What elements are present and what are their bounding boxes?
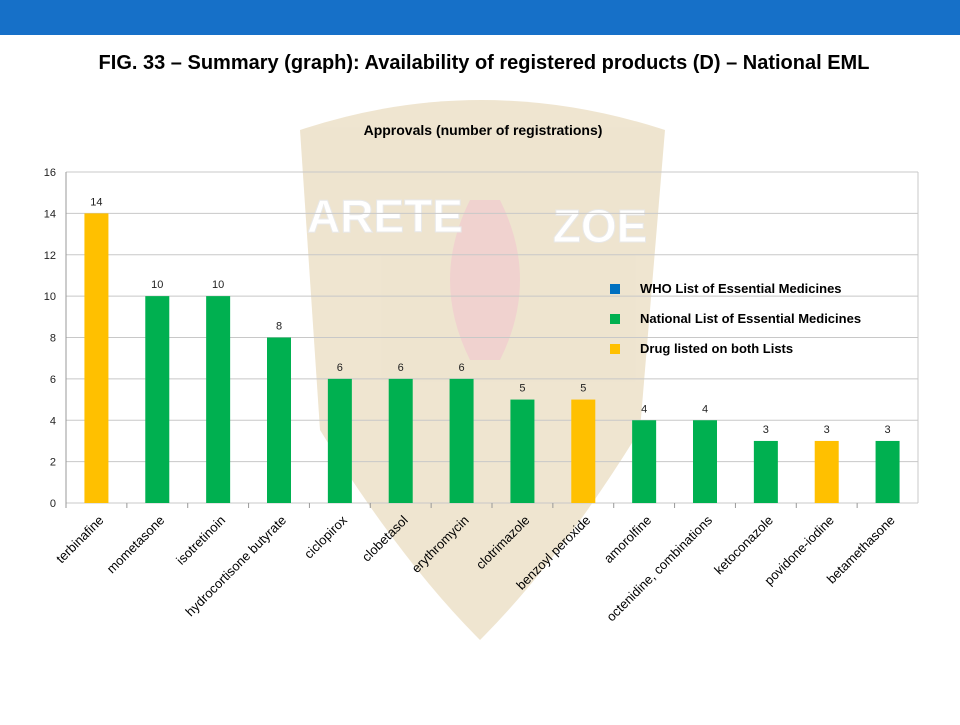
data-label: 4 (702, 403, 708, 415)
bar (84, 213, 109, 503)
bar (388, 378, 413, 503)
bar (510, 399, 535, 503)
bar (875, 440, 900, 503)
data-label: 6 (398, 362, 404, 374)
bar (693, 420, 717, 503)
x-tick-label: mometasone (104, 513, 168, 577)
y-tick-label: 16 (44, 167, 56, 179)
watermark-text: ARETE (307, 190, 463, 242)
bar (327, 378, 352, 503)
shield (300, 100, 665, 640)
data-label: 5 (580, 383, 586, 395)
legend-label: Drug listed on both Lists (640, 341, 793, 356)
data-label: 4 (641, 403, 647, 415)
bar (632, 420, 657, 503)
y-tick-label: 14 (44, 208, 56, 220)
flame (450, 200, 520, 360)
data-label: 14 (90, 196, 102, 208)
data-label: 5 (519, 383, 525, 395)
x-tick-label: isotretinoin (173, 513, 228, 568)
y-tick-label: 4 (50, 415, 56, 427)
data-label: 3 (885, 424, 891, 436)
bar (814, 440, 839, 503)
legend-label: WHO List of Essential Medicines (640, 281, 842, 296)
x-tick-label: ciclopirox (301, 512, 350, 561)
watermark: ARETE ZOE (300, 100, 665, 640)
data-label: 3 (824, 424, 830, 436)
legend-swatch (610, 314, 620, 324)
x-tick-label: amorolfine (601, 513, 655, 567)
y-tick-label: 2 (50, 457, 56, 469)
bar (145, 296, 170, 503)
x-tick-label: octenidine, combinations (603, 512, 715, 624)
bar (267, 337, 291, 503)
legend-swatch (610, 284, 620, 294)
x-tick-label: hydrocortisone butyrate (182, 513, 289, 620)
data-label: 6 (459, 362, 465, 374)
bar (571, 399, 596, 503)
y-tick-label: 8 (50, 333, 56, 345)
x-tick-label: ketoconazole (711, 513, 776, 578)
top-bar (0, 0, 960, 35)
watermark-text: ZOE (553, 200, 648, 252)
data-label: 10 (212, 279, 224, 291)
y-tick-label: 12 (44, 250, 56, 262)
bar (449, 378, 474, 503)
bar (206, 296, 231, 503)
data-label: 3 (763, 424, 769, 436)
slide-title: FIG. 33 – Summary (graph): Availability … (99, 52, 870, 74)
legend-swatch (610, 344, 620, 354)
legend-label: National List of Essential Medicines (640, 311, 861, 326)
y-tick-label: 0 (50, 498, 56, 510)
y-tick-label: 6 (50, 374, 56, 386)
y-tick-label: 10 (44, 291, 56, 303)
data-label: 10 (151, 279, 163, 291)
chart-title: Approvals (number of registrations) (364, 122, 603, 138)
x-tick-label: terbinafine (53, 513, 107, 567)
data-label: 8 (276, 321, 282, 333)
data-label: 6 (337, 362, 343, 374)
bar (753, 440, 778, 503)
